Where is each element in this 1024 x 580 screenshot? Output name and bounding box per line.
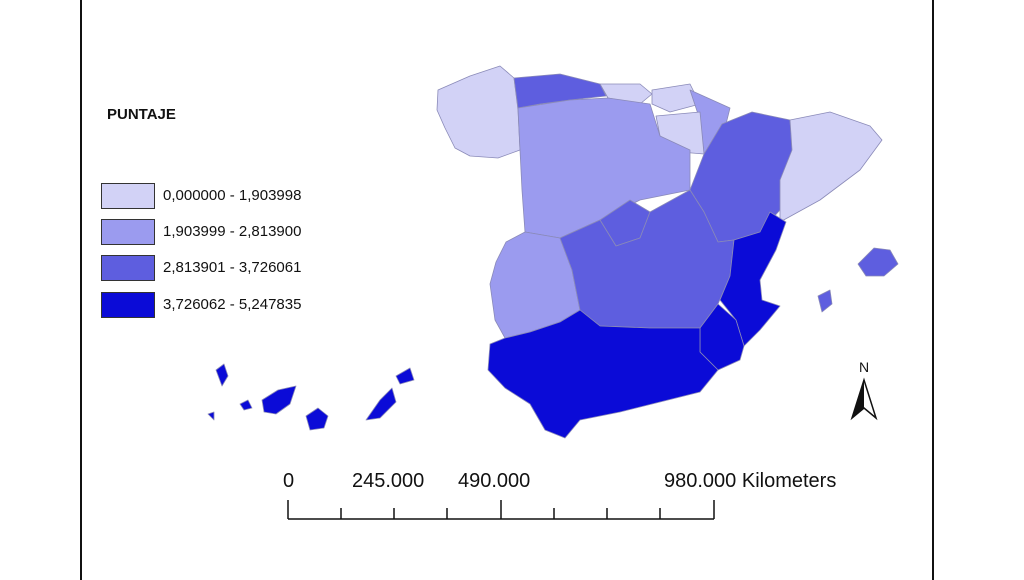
legend-label: 3,726062 - 5,247835 — [163, 296, 302, 313]
scale-label-0: 0 — [283, 470, 295, 492]
region-valencia — [719, 211, 787, 347]
legend-title: PUNTAJE — [107, 106, 176, 123]
region-baleares-ibiza — [817, 289, 833, 313]
scale-label-980000: 980.000 Kilometers — [664, 470, 837, 492]
region-cantabria — [599, 83, 653, 105]
region-baleares-mallorca — [857, 247, 899, 277]
legend-swatch — [101, 219, 155, 245]
region-canarias-tenerife — [261, 385, 297, 415]
region-canarias-gomera — [239, 399, 253, 411]
legend-swatch — [101, 183, 155, 209]
region-canarias-hierro — [207, 411, 215, 421]
legend-label: 1,903999 - 2,813900 — [163, 223, 302, 240]
legend-label: 0,000000 - 1,903998 — [163, 187, 302, 204]
legend-label: 2,813901 - 3,726061 — [163, 259, 302, 276]
north-arrow-label: N — [859, 359, 869, 375]
map-frame — [80, 0, 934, 580]
legend-swatch — [101, 292, 155, 318]
region-cataluna — [779, 111, 883, 223]
region-galicia — [436, 65, 521, 159]
region-canarias-la-palma — [215, 363, 229, 387]
region-andalucia — [487, 309, 719, 439]
region-canarias-lanzarote — [395, 367, 415, 385]
region-castilla-leon — [517, 97, 691, 239]
north-arrow-icon — [850, 377, 878, 421]
scale-bar — [287, 500, 715, 520]
legend-swatch — [101, 255, 155, 281]
scale-label-245000: 245.000 — [352, 470, 425, 492]
region-canarias-gran-canaria — [305, 407, 329, 431]
region-canarias-fuerteventura — [365, 387, 397, 421]
region-pais-vasco — [651, 83, 701, 113]
scale-label-490000: 490.000 — [458, 470, 531, 492]
